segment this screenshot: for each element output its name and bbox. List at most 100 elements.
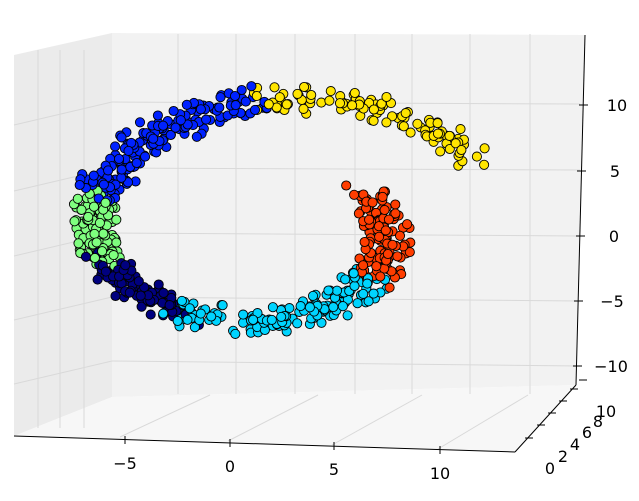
grid-line-floor — [119, 394, 211, 438]
cluster-yellow-point — [444, 130, 455, 141]
cluster-green-point — [100, 197, 111, 208]
cluster-cyan-point — [176, 295, 187, 306]
z-tick-label: −5 — [600, 292, 624, 311]
cluster-green-point — [88, 201, 100, 212]
cluster-blue-point — [246, 81, 257, 92]
cluster-orange-point — [390, 199, 401, 210]
cluster-cyan-point — [323, 285, 334, 296]
cluster-blue-point — [140, 151, 151, 162]
z-tick-label: 5 — [610, 162, 620, 181]
cluster-yellow-point — [292, 88, 303, 99]
cluster-yellow-point — [263, 99, 274, 110]
cluster-cyan-point — [238, 309, 249, 320]
cluster-green-point — [83, 211, 94, 222]
grid-line-z-back — [111, 232, 581, 237]
cluster-yellow-point — [347, 100, 358, 111]
cluster-yellow-point — [432, 128, 444, 139]
cluster-cyan-point — [349, 280, 360, 292]
data-points — [68, 81, 490, 339]
cluster-yellow-point — [432, 118, 443, 129]
cluster-orange-point — [390, 208, 401, 219]
grid-line-floor — [331, 394, 423, 446]
cluster-blue-point — [201, 114, 212, 125]
cluster-orange-point — [364, 214, 375, 225]
cluster-navy-point — [136, 301, 147, 312]
cluster-cyan-point — [362, 278, 373, 289]
cluster-blue-point — [158, 120, 169, 131]
grid-line-z-back — [111, 167, 581, 171]
cluster-blue-point — [168, 105, 179, 117]
cluster-yellow-point — [368, 104, 379, 115]
cluster-green-point — [111, 214, 122, 225]
cluster-yellow-point — [456, 144, 467, 156]
cluster-orange-point — [392, 251, 403, 262]
cluster-orange-point — [359, 236, 370, 248]
cluster-yellow-point — [299, 81, 310, 93]
cluster-cyan-point — [304, 302, 315, 313]
cluster-yellow-point — [269, 82, 280, 93]
cluster-orange-point — [374, 231, 385, 242]
x-axis-line — [13, 435, 516, 453]
cluster-orange-point — [402, 219, 413, 230]
cluster-blue-point — [131, 157, 142, 169]
y-tick-label: 0 — [545, 459, 555, 478]
cluster-yellow-point — [398, 121, 409, 132]
z-tick-label: 0 — [609, 227, 619, 246]
cluster-yellow-point — [479, 159, 490, 170]
cluster-green-point — [91, 237, 102, 248]
cluster-yellow-point — [306, 89, 317, 101]
y-tick-label: 10 — [596, 402, 616, 421]
cluster-green-point — [73, 238, 84, 249]
grid-line-z-left — [13, 101, 113, 126]
z-tick-label: 10 — [607, 96, 627, 115]
cluster-navy-point — [164, 300, 175, 311]
x-tick-label: 10 — [430, 464, 450, 483]
cluster-cyan-point — [276, 311, 287, 322]
cluster-cyan-point — [295, 301, 306, 312]
cluster-yellow-point — [400, 108, 411, 119]
cluster-blue-point — [110, 141, 121, 152]
cluster-orange-point — [387, 239, 398, 250]
cluster-blue-point — [88, 170, 99, 181]
cluster-orange-point — [353, 208, 364, 219]
cluster-blue-point — [152, 110, 163, 121]
cluster-blue-point — [170, 122, 181, 133]
cluster-yellow-point — [381, 91, 392, 103]
grid-line-floor — [227, 394, 319, 442]
cluster-blue-point — [74, 179, 85, 191]
cluster-yellow-point — [387, 111, 398, 122]
cluster-orange-point — [383, 214, 394, 225]
cluster-cyan-point — [363, 296, 374, 307]
cluster-yellow-point — [334, 98, 346, 109]
cluster-yellow-point — [455, 124, 466, 135]
cluster-blue-point — [236, 84, 247, 96]
cluster-blue-point — [215, 92, 226, 103]
z-tick-label: −10 — [594, 357, 628, 376]
cluster-cyan-point — [337, 301, 348, 312]
cluster-yellow-point — [405, 127, 416, 138]
x-tick-label: 0 — [225, 457, 235, 476]
cluster-blue-point — [116, 164, 127, 175]
cluster-cyan-point — [331, 285, 343, 296]
cluster-green-point — [97, 246, 108, 257]
cluster-yellow-point — [368, 115, 379, 126]
cluster-cyan-point — [340, 274, 351, 285]
cluster-cyan-point — [217, 300, 228, 311]
cluster-cyan-point — [230, 328, 241, 339]
cluster-orange-point — [341, 180, 352, 191]
y-tick-label: 2 — [558, 447, 568, 466]
cluster-green-point — [76, 204, 87, 215]
cluster-blue-point — [175, 115, 186, 126]
cluster-blue-point — [181, 99, 192, 110]
cluster-blue-point — [103, 165, 114, 176]
cluster-navy-point — [153, 279, 164, 290]
cluster-yellow-point — [412, 118, 423, 129]
cluster-orange-point — [380, 225, 391, 236]
cluster-blue-point — [116, 132, 127, 143]
y-tick-label: 8 — [593, 412, 603, 431]
cluster-orange-point — [404, 247, 415, 258]
cluster-yellow-point — [435, 146, 446, 157]
cluster-green-point — [72, 193, 83, 204]
cluster-yellow-point — [324, 95, 335, 106]
